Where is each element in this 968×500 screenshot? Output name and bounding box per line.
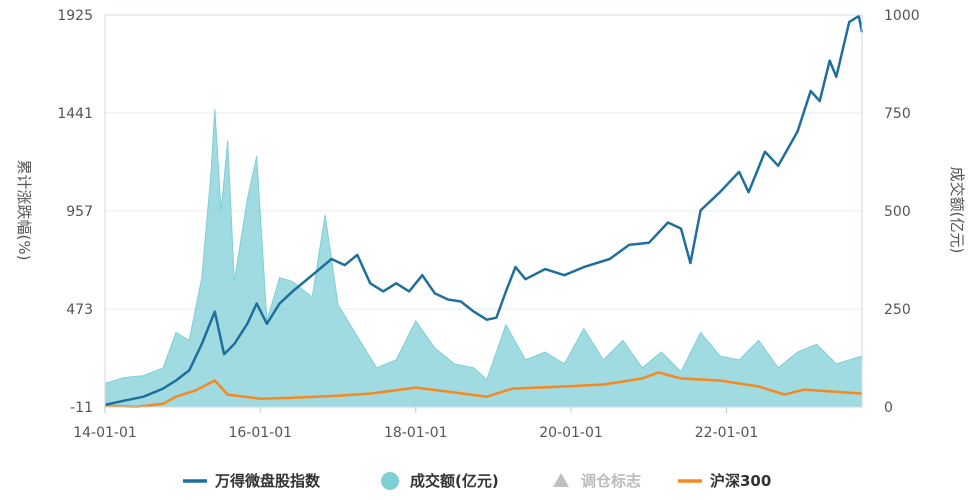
series-turnover-area [104, 109, 863, 408]
right-tick-label: 1000 [884, 8, 920, 24]
left-tick-label: 1441 [57, 106, 93, 122]
left-axis-ticks: 1925 1441 957 473 -11 [57, 8, 93, 416]
legend-circle-icon [381, 472, 399, 490]
x-tick-label: 22-01-01 [695, 425, 759, 441]
legend-triangle-icon [553, 473, 569, 487]
left-axis-title: 累计涨跌幅(%) [15, 160, 33, 261]
left-tick-label: 473 [66, 302, 93, 318]
legend-label: 成交额(亿元) [410, 472, 499, 490]
legend-label: 沪深300 [710, 472, 771, 490]
legend-item[interactable]: 成交额(亿元) [381, 472, 499, 490]
series-hs300-line [104, 371, 863, 409]
legend-item[interactable]: 调仓标志 [553, 472, 641, 490]
plot-area [104, 14, 864, 409]
x-tick-label: 18-01-01 [384, 425, 448, 441]
legend-label: 万得微盘股指数 [214, 472, 321, 490]
left-tick-label: 957 [66, 204, 93, 220]
legend: 万得微盘股指数 成交额(亿元) 调仓标志 沪深300 [183, 472, 771, 490]
x-tick-label: 14-01-01 [73, 425, 137, 441]
left-tick-label: 1925 [57, 8, 93, 24]
right-tick-label: 750 [884, 106, 911, 122]
left-tick-label: -11 [70, 400, 93, 416]
x-tick-label: 20-01-01 [539, 425, 603, 441]
right-tick-label: 0 [884, 400, 893, 416]
plot-frame [104, 14, 863, 408]
right-tick-label: 250 [884, 302, 911, 318]
right-axis-ticks: 1000 750 500 250 0 [884, 8, 920, 416]
x-axis-ticks: 14-01-01 16-01-01 18-01-01 20-01-01 22-01-01 [73, 407, 758, 441]
legend-item[interactable]: 沪深300 [678, 472, 771, 490]
x-tick-label: 16-01-01 [228, 425, 292, 441]
series-wind-microcap-line [104, 14, 864, 407]
legend-item[interactable]: 万得微盘股指数 [183, 472, 321, 490]
right-axis-title: 成交额(亿元) [948, 167, 966, 254]
axes [104, 14, 863, 408]
legend-label: 调仓标志 [581, 472, 641, 490]
right-tick-label: 500 [884, 204, 911, 220]
